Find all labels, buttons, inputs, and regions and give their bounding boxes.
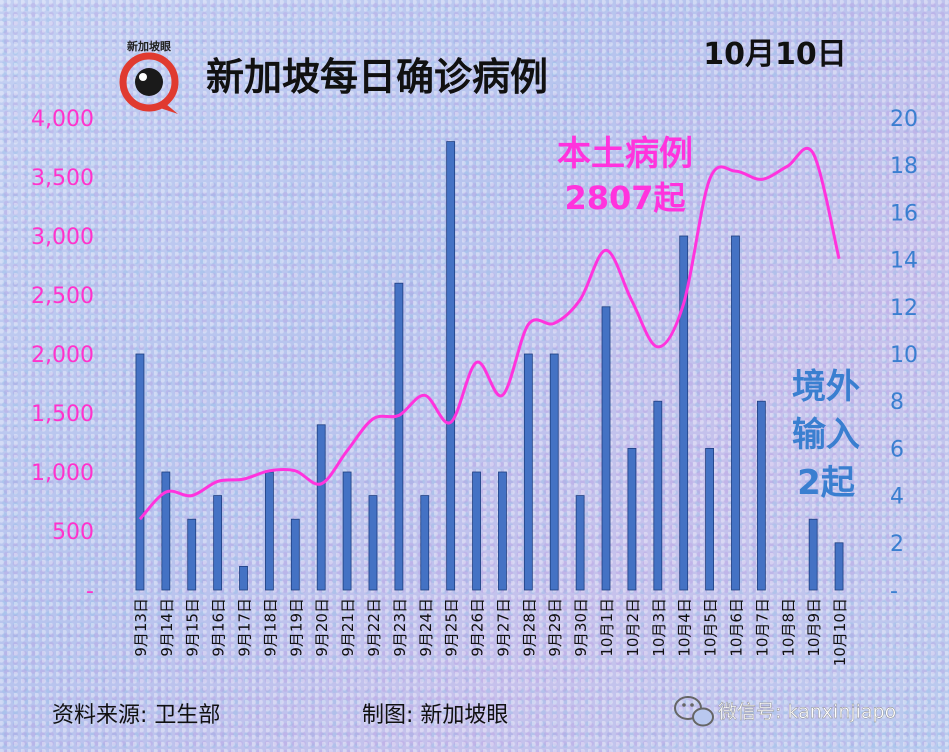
import-bar <box>834 542 844 591</box>
right-axis-tick: 18 <box>890 154 918 179</box>
import-bar <box>135 353 145 591</box>
x-tick-label: 10月3日 <box>650 598 668 657</box>
right-axis-tick: 2 <box>890 532 904 557</box>
x-tick-label: 9月16日 <box>210 598 228 657</box>
import-bar <box>575 495 585 591</box>
right-axis-tick: 16 <box>890 201 918 226</box>
x-tick-label: 9月18日 <box>261 598 279 657</box>
import-bar <box>679 235 689 591</box>
import-bar <box>523 353 533 591</box>
x-tick-label: 9月27日 <box>494 598 512 657</box>
left-axis-tick: 2,000 <box>31 343 94 368</box>
x-tick-label: 10月6日 <box>727 598 745 657</box>
footer-source: 资料来源: 卫生部 <box>52 703 220 728</box>
x-tick-label: 10月10日 <box>831 598 849 666</box>
x-tick-label: 9月23日 <box>391 598 409 657</box>
x-tick-label: 9月28日 <box>520 598 538 657</box>
import-bar <box>472 471 481 591</box>
x-tick-label: 10月1日 <box>598 598 616 657</box>
right-axis-tick: 4 <box>890 485 904 510</box>
chart-title: 新加坡每日确诊病例 <box>206 55 548 99</box>
x-axis-labels: 9月13日 9月14日 9月15日 9月16日 9月17日 9月18日 9月19日 9月20日… <box>132 598 849 666</box>
right-axis-tick: 12 <box>890 296 918 321</box>
wechat-icon <box>674 696 714 727</box>
right-axis-tick: 20 <box>890 107 918 132</box>
import-label-2: 输入 <box>792 415 860 455</box>
import-bar <box>342 471 352 591</box>
x-tick-label: 9月17日 <box>236 598 254 657</box>
right-axis-tick: - <box>890 579 898 604</box>
import-bar <box>187 518 197 591</box>
x-tick-label: 9月26日 <box>469 598 487 657</box>
x-tick-label: 10月5日 <box>702 598 720 657</box>
import-bar <box>446 141 456 591</box>
left-axis-tick: 4,000 <box>31 107 94 132</box>
footer-made-by: 制图: 新加坡眼 <box>362 703 508 728</box>
logo-pupil <box>135 68 163 96</box>
import-bar <box>290 518 300 591</box>
import-bar <box>265 471 274 591</box>
footer-wechat: 微信号: kanxinjiapo <box>718 701 896 723</box>
left-axis-tick: 1,500 <box>31 402 94 427</box>
import-bar <box>420 495 430 591</box>
x-tick-label: 10月7日 <box>753 598 771 657</box>
left-axis-tick: - <box>86 579 94 604</box>
import-bar <box>316 424 326 591</box>
right-axis-tick: 10 <box>890 343 918 368</box>
x-tick-label: 9月14日 <box>158 598 176 657</box>
x-tick-label: 10月4日 <box>676 598 694 657</box>
x-tick-label: 10月8日 <box>779 598 797 657</box>
right-axis-tick: 14 <box>890 249 918 274</box>
logo-glint <box>139 73 147 81</box>
import-bars <box>135 141 844 591</box>
import-bar <box>627 447 637 591</box>
x-tick-label: 9月13日 <box>132 598 150 657</box>
import-bar <box>498 471 507 591</box>
import-bar <box>601 306 611 591</box>
left-axis-tick: 1,000 <box>31 461 94 486</box>
left-axis-tick: 2,500 <box>31 284 94 309</box>
import-bar <box>161 471 171 591</box>
import-bar <box>549 353 559 591</box>
import-bar <box>705 447 714 591</box>
import-label-3: 2起 <box>797 463 856 503</box>
right-axis-tick: 6 <box>890 437 904 462</box>
left-axis-tick: 500 <box>52 520 94 545</box>
import-bar <box>394 282 404 591</box>
local-label: 本土病例 <box>557 134 693 174</box>
x-tick-label: 9月15日 <box>184 598 202 657</box>
import-bar <box>731 235 740 591</box>
x-tick-label: 9月21日 <box>339 598 357 657</box>
import-bar <box>368 495 378 591</box>
x-tick-label: 9月19日 <box>287 598 305 657</box>
x-tick-label: 10月9日 <box>805 598 823 657</box>
local-value: 2807起 <box>564 179 686 217</box>
local-cases-line <box>138 146 841 521</box>
import-label-1: 境外 <box>792 367 860 407</box>
left-axis-tick: 3,500 <box>31 166 94 191</box>
import-bar <box>213 495 223 591</box>
x-tick-label: 9月25日 <box>443 598 461 657</box>
import-bar <box>653 400 663 591</box>
left-axis-tick: 3,000 <box>31 225 94 250</box>
x-tick-label: 9月30日 <box>572 598 590 657</box>
logo-text: 新加坡眼 <box>127 39 171 53</box>
x-tick-label: 10月2日 <box>624 598 642 657</box>
logo-eye-icon <box>119 52 179 112</box>
import-bar <box>756 400 766 591</box>
import-bar <box>808 518 818 591</box>
left-axis: - 500 1,000 1,500 2,000 2,500 3,000 3,500 4,000 <box>31 107 94 604</box>
x-tick-label: 9月24日 <box>417 598 435 657</box>
logo-tail <box>160 104 178 114</box>
import-bar <box>239 566 248 591</box>
x-tick-label: 9月22日 <box>365 598 383 657</box>
right-axis: - 2 4 6 8 10 12 14 16 18 20 <box>890 107 918 604</box>
chart-date: 10月10日 <box>703 37 847 72</box>
right-axis-tick: 8 <box>890 390 904 415</box>
x-tick-label: 9月20日 <box>313 598 331 657</box>
logo: 新加坡眼 <box>119 39 179 114</box>
x-tick-label: 9月29日 <box>546 598 564 657</box>
